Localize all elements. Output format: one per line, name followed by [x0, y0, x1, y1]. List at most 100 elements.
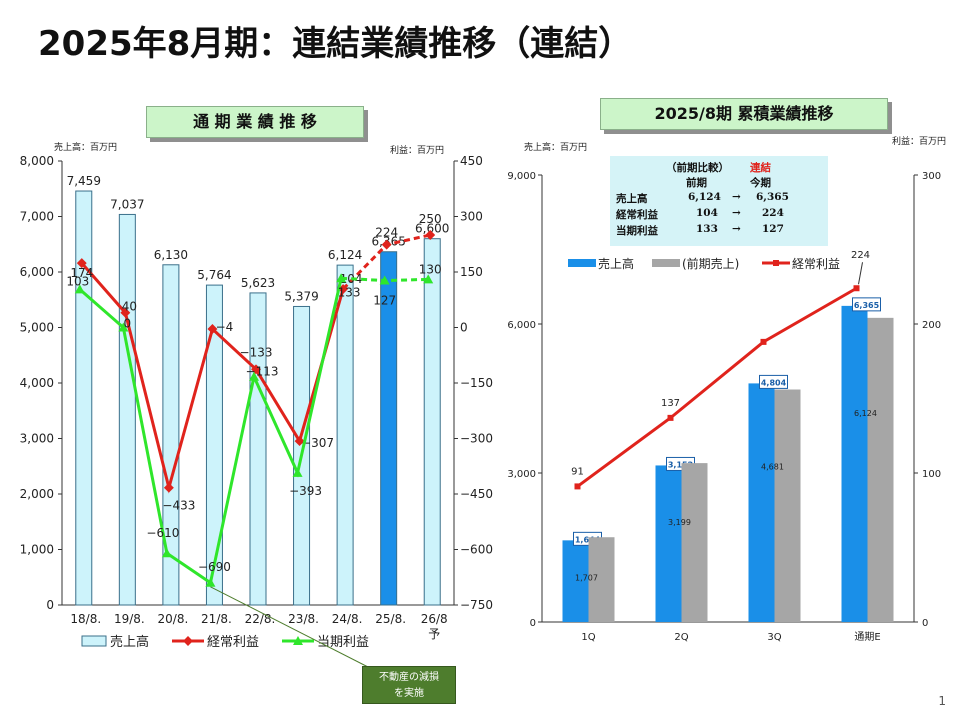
sales-bar-label: 7,037: [110, 197, 144, 211]
ordinary-profit-marker: [207, 324, 218, 334]
right-chart-title-box: 2025/8期 累積業績推移: [600, 98, 888, 130]
sales-bar-label: 6,130: [154, 248, 188, 262]
sales-bar-label: 6,600: [415, 222, 449, 236]
sales-bar: [75, 190, 93, 606]
x-tick-label: 21/8.: [201, 612, 232, 626]
right-axis-tick-label: −150: [460, 376, 493, 390]
right-axis-tick-label: 450: [460, 154, 483, 168]
ordinary-profit-line: [576, 286, 858, 488]
ordinary-profit-marker: [251, 364, 261, 375]
net-profit-marker: [423, 274, 434, 284]
x-tick-label: 22/8.: [245, 612, 276, 626]
prior-sales-bar: [681, 463, 708, 622]
right-axis-tick-label: 300: [922, 171, 941, 182]
x-tick-label: 通期E: [854, 631, 880, 643]
page-title: 2025年8月期：連結業績推移（連結）: [38, 24, 633, 64]
sales-bar: [205, 284, 223, 606]
left-axis-tick-label: 3,000: [507, 469, 536, 480]
left-axis-tick-label: 0: [46, 598, 54, 612]
current-sales-label: 6,365: [854, 301, 880, 310]
legend-sales-swatch: [81, 635, 107, 647]
net-profit-marker: [249, 371, 259, 381]
ordinary-profit-label: −113: [246, 364, 279, 378]
ordinary-profit-marker: [667, 414, 674, 421]
comparison-col-prev: 前期: [686, 177, 707, 189]
net-profit-marker: [205, 577, 216, 587]
ordinary-profit-marker: [574, 483, 581, 490]
net-profit-label: −690: [198, 560, 231, 574]
net-profit-label: −133: [240, 346, 273, 360]
left-chart-title: 通 期 業 績 推 移: [193, 112, 317, 131]
right-axis-tick-label: −450: [460, 487, 493, 501]
legend-sales-label: 売上高: [110, 634, 149, 650]
ordinary-profit-marker: [294, 436, 305, 447]
right-profit-unit: 利益：百万円: [892, 137, 947, 147]
sales-bar-label: 5,764: [197, 268, 231, 282]
comparison-row-label: 当期利益: [616, 225, 658, 237]
comparison-row-curr: 6,365: [756, 191, 789, 203]
ordinary-profit-marker: [163, 482, 174, 493]
x-tick-label: 26/8: [421, 612, 448, 626]
sales-bar-label: 5,379: [284, 289, 318, 303]
right-axis-tick-label: 200: [922, 320, 941, 331]
legend-prior-sales-swatch: [652, 259, 680, 267]
sales-bar-label: 6,124: [328, 248, 362, 262]
ordinary-profit-label-leader: [858, 262, 863, 285]
comparison-header: （前期比較）: [666, 162, 729, 174]
left-axis-tick-label: 7,000: [20, 210, 54, 224]
comparison-table: （前期比較） 連結 前期 今期 売上高 6,124 → 6,365 経常利益 1…: [610, 156, 828, 246]
prior-sales-label: 6,124: [854, 409, 877, 418]
sales-bar: [336, 264, 354, 606]
ordinary-profit-label: 224: [375, 226, 398, 240]
ordinary-profit-label: 91: [571, 466, 584, 477]
right-axis-tick-label: 0: [460, 321, 468, 335]
ordinary-profit-marker: [853, 285, 860, 292]
legend-current-sales-label: 売上高: [598, 256, 634, 271]
right-chart-title: 2025/8期 累積業績推移: [654, 104, 834, 123]
left-axis-tick-label: 1,000: [20, 543, 54, 557]
right-sales-unit: 売上高：百万円: [524, 143, 588, 153]
net-profit-label: 130: [419, 262, 442, 276]
ordinary-profit-label: 137: [661, 398, 680, 409]
right-axis-tick-label: 300: [460, 210, 483, 224]
x-tick-label: 19/8.: [114, 612, 145, 626]
x-tick-label: 3Q: [767, 632, 781, 643]
comparison-row-label: 経常利益: [616, 209, 658, 221]
ordinary-profit-marker: [381, 239, 392, 250]
right-axis-tick-label: −600: [460, 543, 493, 557]
sales-bar: [249, 292, 267, 606]
sales-bar: [118, 213, 136, 606]
left-sales-unit: 売上高：百万円: [54, 143, 118, 153]
right-axis-tick-label: 0: [922, 618, 928, 629]
x-tick-label: 1Q: [581, 632, 595, 643]
current-sales-bar: [655, 465, 682, 622]
left-axis-tick-label: 2,000: [20, 487, 54, 501]
left-profit-unit: 利益：百万円: [390, 146, 445, 156]
sales-bar: [162, 264, 180, 606]
legend-prior-sales-label: (前期売上): [682, 256, 739, 271]
x-tick-label-forecast: 予: [428, 627, 440, 641]
net-profit-label: 127: [373, 294, 396, 308]
net-profit-label: 103: [66, 274, 89, 288]
left-axis-tick-label: 9,000: [507, 171, 536, 182]
legend-current-sales-swatch: [568, 259, 596, 267]
sales-bar-label: 5,623: [241, 276, 275, 290]
x-tick-label: 2Q: [674, 632, 688, 643]
current-sales-label: 4,804: [761, 378, 787, 387]
legend-ordinary-profit-marker: [183, 636, 193, 646]
legend-net-profit-label: 当期利益: [317, 635, 369, 650]
legend-ordinary-profit-label: 経常利益: [207, 635, 259, 650]
ordinary-profit-marker: [760, 338, 767, 345]
current-sales-bar: [562, 540, 589, 622]
x-tick-label: 20/8.: [158, 612, 189, 626]
ordinary-profit-label: 250: [419, 212, 442, 226]
left-chart-title-box: 通 期 業 績 推 移: [146, 106, 364, 138]
net-profit-label: 0: [124, 317, 132, 331]
right-axis-tick-label: −300: [460, 432, 493, 446]
left-axis-tick-label: 0: [530, 618, 536, 629]
x-tick-label: 25/8.: [375, 612, 406, 626]
comparison-row-prev: 104: [696, 207, 718, 219]
net-profit-label: −393: [289, 484, 322, 498]
comparison-row-arrow: →: [732, 207, 741, 219]
legend-net-profit-marker: [293, 636, 303, 645]
